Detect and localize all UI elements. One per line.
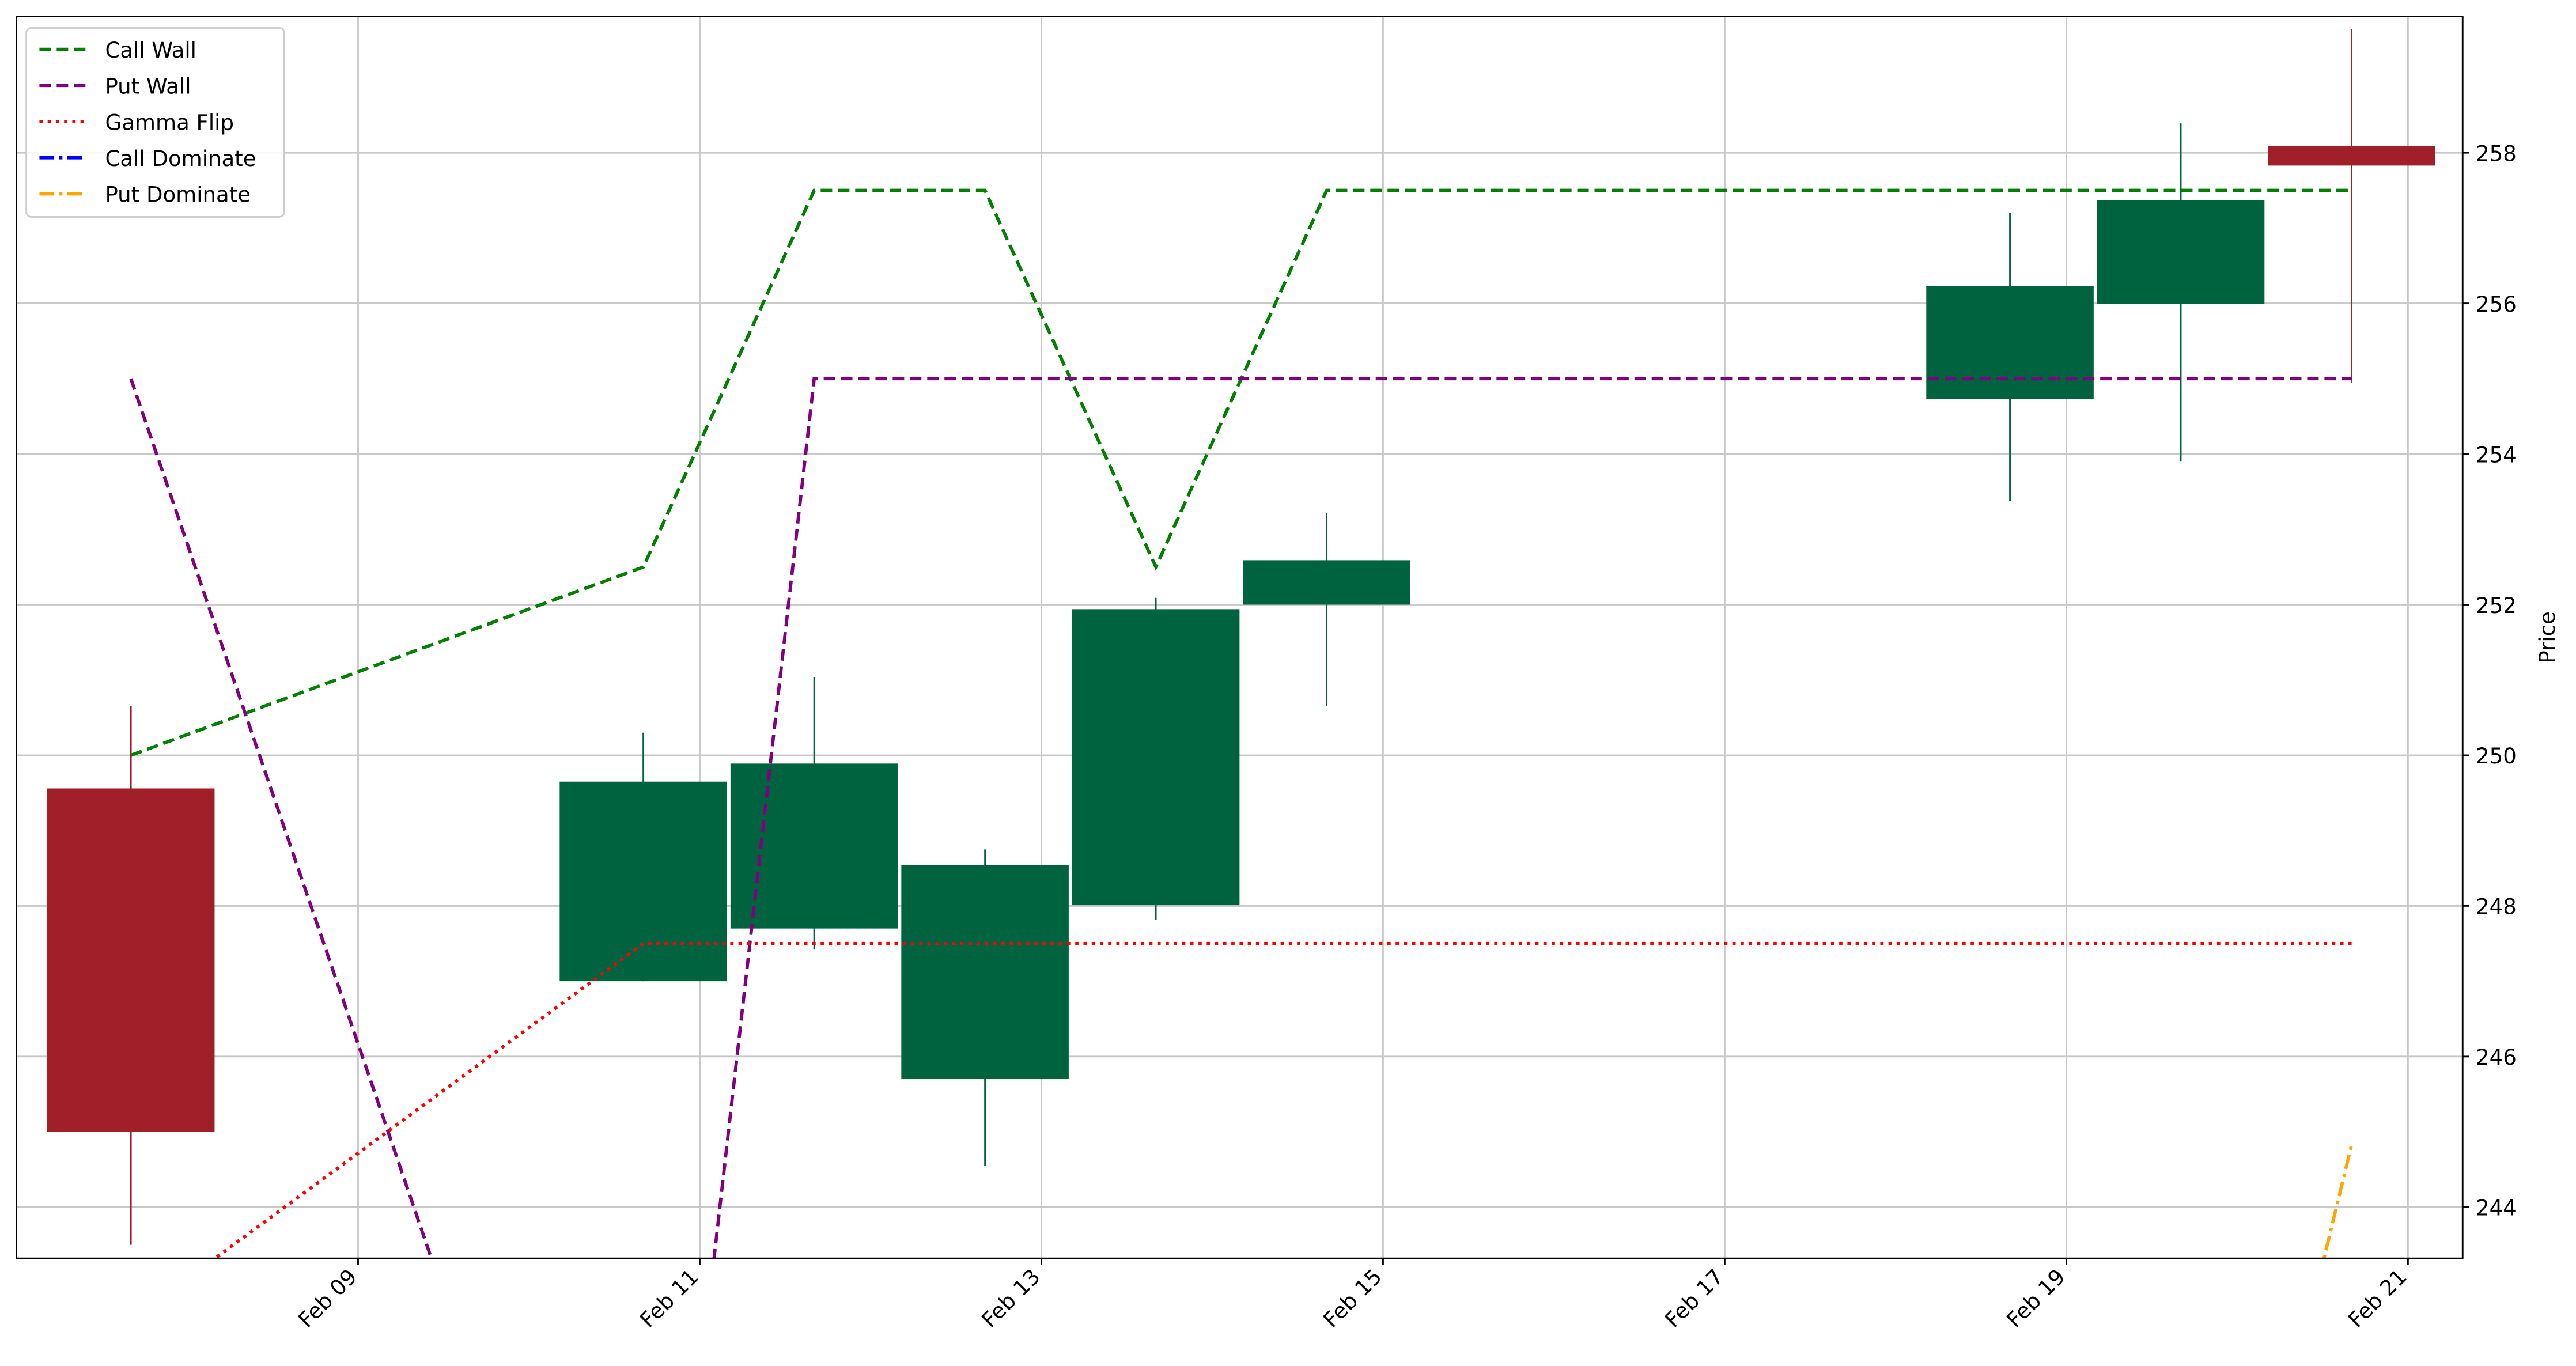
candle-body [2097, 200, 2265, 304]
y-tick-label: 252 [2476, 593, 2517, 618]
legend-label: Put Wall [105, 74, 191, 99]
candle-body [1243, 560, 1410, 605]
x-tick-label: Feb 17 [1660, 1264, 1728, 1332]
candle-body [2268, 146, 2435, 166]
y-tick-label: 254 [2476, 442, 2517, 467]
y-tick-label: 256 [2476, 292, 2517, 317]
y-axis-label: Price [2535, 611, 2560, 663]
x-tick-label: Feb 11 [635, 1264, 703, 1332]
series-line [212, 941, 2352, 1259]
candle-body [901, 865, 1069, 1080]
y-tick-label: 246 [2476, 1045, 2517, 1070]
x-tick-label: Feb 21 [2343, 1264, 2411, 1332]
marks [47, 29, 2435, 1259]
legend: Call Wall Put Wall Gamma Flip Call Dominate… [25, 27, 285, 218]
x-tick-label: Feb 13 [977, 1264, 1045, 1332]
y-tick-label: 244 [2476, 1196, 2517, 1221]
legend-label: Gamma Flip [105, 110, 233, 135]
y-tick-label: 248 [2476, 895, 2517, 920]
candle-body [1072, 609, 1240, 906]
legend-box [25, 27, 285, 218]
legend-label: Put Dominate [105, 183, 251, 207]
legend-label: Call Dominate [105, 146, 256, 171]
candle-body [559, 781, 727, 982]
x-tick-label: Feb 09 [293, 1264, 361, 1332]
candle-body [730, 763, 898, 929]
legend-label: Call Wall [105, 38, 196, 63]
plot-frame [16, 16, 2464, 1259]
y-tick-label: 258 [2476, 141, 2517, 166]
candle-body [47, 788, 215, 1132]
series-line [130, 188, 2352, 757]
y-tick-label: 250 [2476, 744, 2517, 769]
x-tick-label: Feb 19 [2002, 1264, 2070, 1332]
series-line [129, 377, 2352, 1259]
candle-body [1926, 286, 2094, 399]
x-tick-label: Feb 15 [1318, 1264, 1386, 1332]
